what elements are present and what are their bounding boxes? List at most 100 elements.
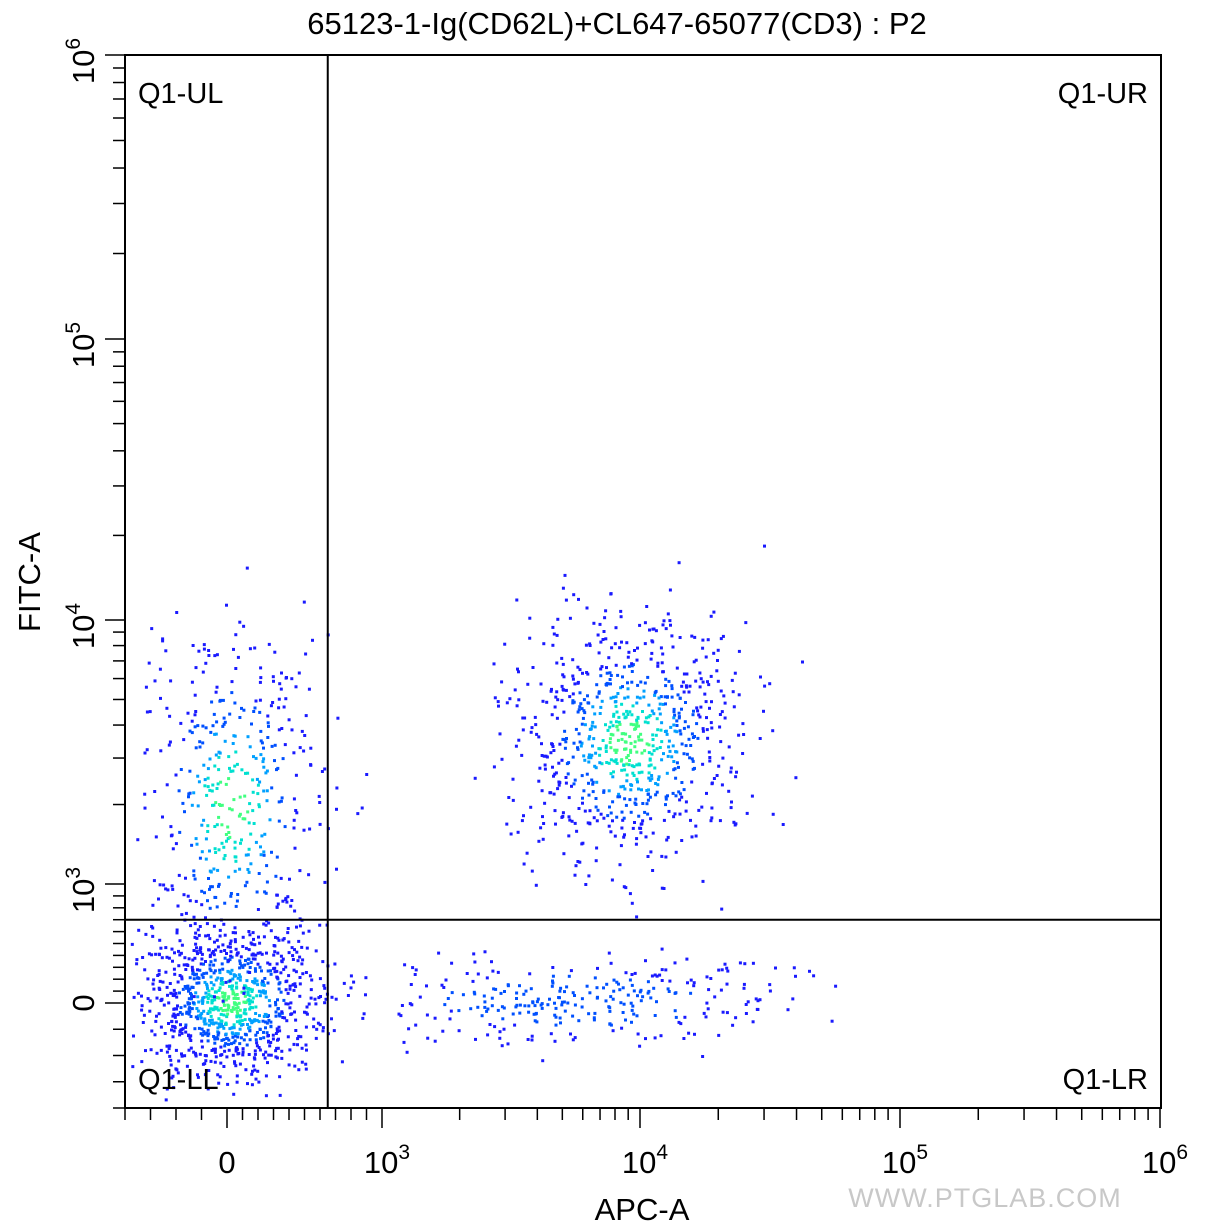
event-point [233, 1034, 237, 1038]
event-point [629, 788, 633, 792]
event-point [655, 974, 659, 978]
event-point [285, 900, 289, 904]
event-point [305, 1005, 309, 1009]
event-point [623, 768, 627, 772]
event-point [638, 1044, 642, 1048]
event-point [561, 814, 565, 818]
event-point [571, 1014, 575, 1018]
event-point [195, 936, 199, 940]
event-point [215, 823, 219, 827]
event-point [273, 759, 276, 763]
event-point [566, 1001, 570, 1005]
event-point [440, 983, 444, 987]
event-point [274, 1049, 278, 1053]
event-point [172, 1012, 176, 1016]
event-point [287, 718, 291, 722]
event-point [267, 1034, 270, 1037]
event-point [292, 988, 296, 992]
event-point [674, 850, 678, 854]
event-point [670, 755, 674, 759]
event-point [563, 1009, 567, 1013]
event-point [587, 874, 591, 878]
event-point [255, 777, 259, 781]
event-point [518, 1003, 522, 1007]
event-point [265, 769, 269, 773]
event-point [238, 1015, 242, 1019]
event-point [177, 964, 181, 968]
event-point [473, 960, 477, 964]
event-point [187, 997, 191, 1001]
event-point [688, 684, 692, 688]
event-point [204, 934, 208, 938]
event-point [178, 939, 182, 943]
event-point [216, 945, 220, 949]
event-point [169, 825, 173, 829]
event-point [206, 830, 210, 833]
event-point [230, 691, 234, 695]
event-point [130, 942, 134, 946]
event-point [614, 720, 618, 724]
event-point [226, 945, 230, 949]
event-point [223, 1049, 227, 1053]
event-point [281, 757, 285, 761]
event-point [591, 782, 595, 786]
event-point [330, 995, 334, 999]
event-point [213, 998, 217, 1002]
event-point [608, 737, 612, 741]
event-point [233, 926, 237, 930]
event-point [552, 792, 556, 796]
event-point [287, 940, 291, 944]
y-tick-label: 103 [62, 867, 101, 913]
event-point [208, 887, 211, 891]
event-point [716, 659, 719, 662]
event-point [600, 762, 604, 766]
event-point [224, 980, 228, 984]
event-point [159, 1025, 163, 1029]
event-point [293, 1064, 297, 1068]
event-point [188, 1006, 192, 1010]
event-point [587, 793, 591, 797]
event-point [272, 953, 276, 957]
event-point [296, 1037, 300, 1041]
event-point [623, 696, 627, 700]
event-point [303, 734, 307, 737]
event-point [182, 963, 186, 967]
event-point [685, 672, 689, 676]
event-point [228, 712, 232, 716]
event-point [172, 988, 176, 992]
event-point [598, 761, 602, 765]
event-point [254, 1038, 258, 1042]
event-point [276, 902, 280, 906]
event-point [563, 738, 567, 742]
event-point [251, 957, 255, 961]
event-point [666, 612, 670, 616]
event-point [314, 1002, 318, 1006]
event-point [280, 1056, 284, 1060]
event-point [209, 1014, 213, 1018]
event-point [710, 700, 713, 704]
event-point [560, 1000, 564, 1004]
event-point [232, 734, 236, 738]
event-point [244, 1033, 248, 1037]
event-point [216, 782, 220, 786]
event-point [187, 792, 191, 796]
event-point [496, 700, 500, 704]
event-point [168, 740, 172, 744]
event-point [275, 969, 279, 973]
event-point [213, 958, 217, 962]
event-point [704, 1015, 708, 1019]
event-point [186, 894, 190, 898]
event-point [622, 712, 626, 716]
event-point [537, 779, 541, 783]
event-point [165, 1087, 169, 1091]
event-point [284, 1002, 288, 1006]
event-point [197, 933, 201, 937]
event-point [609, 961, 613, 965]
event-point [204, 726, 208, 730]
event-point [204, 857, 208, 861]
event-point [257, 935, 260, 939]
event-point [222, 1026, 226, 1030]
event-point [192, 977, 196, 981]
event-point [191, 958, 195, 962]
event-point [564, 781, 568, 785]
